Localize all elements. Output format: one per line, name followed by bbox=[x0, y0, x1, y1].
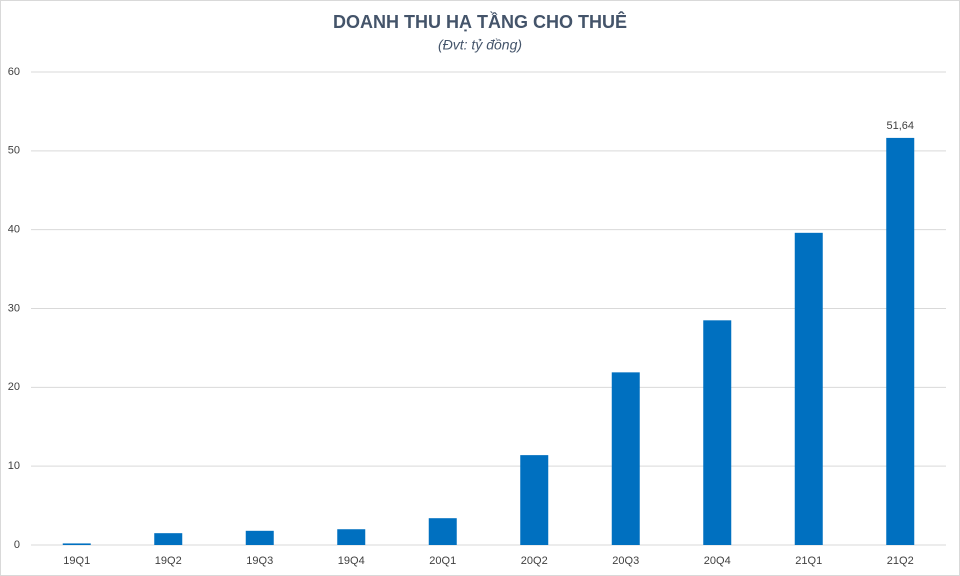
data-label: 51,64 bbox=[886, 120, 914, 132]
y-tick-label: 0 bbox=[14, 539, 20, 551]
x-tick-label: 19Q1 bbox=[63, 555, 90, 567]
bar bbox=[886, 137, 915, 545]
x-tick-label: 19Q4 bbox=[338, 555, 365, 567]
bar bbox=[611, 372, 640, 545]
bar bbox=[245, 530, 274, 545]
bar bbox=[428, 518, 457, 545]
x-tick-label: 20Q1 bbox=[429, 555, 456, 567]
bar bbox=[337, 529, 366, 545]
x-tick-label: 21Q1 bbox=[795, 555, 822, 567]
y-tick-label: 40 bbox=[8, 224, 20, 236]
y-tick-label: 50 bbox=[8, 145, 20, 157]
x-tick-label: 19Q2 bbox=[155, 555, 182, 567]
y-tick-label: 20 bbox=[8, 381, 20, 393]
chart-subtitle: (Đvt: tỷ đồng) bbox=[438, 37, 522, 53]
y-tick-label: 60 bbox=[8, 66, 20, 78]
chart-title: DOANH THU HẠ TẦNG CHO THUÊ bbox=[333, 11, 627, 32]
bar bbox=[154, 533, 183, 545]
bar bbox=[703, 320, 732, 545]
y-tick-label: 30 bbox=[8, 302, 20, 314]
x-tick-label: 21Q2 bbox=[887, 555, 914, 567]
x-tick-label: 20Q4 bbox=[704, 555, 731, 567]
x-tick-label: 20Q3 bbox=[612, 555, 639, 567]
bar bbox=[520, 455, 549, 545]
x-tick-label: 20Q2 bbox=[521, 555, 548, 567]
bar bbox=[62, 543, 91, 545]
x-tick-label: 19Q3 bbox=[246, 555, 273, 567]
y-tick-label: 10 bbox=[8, 460, 20, 472]
bar bbox=[794, 232, 823, 545]
